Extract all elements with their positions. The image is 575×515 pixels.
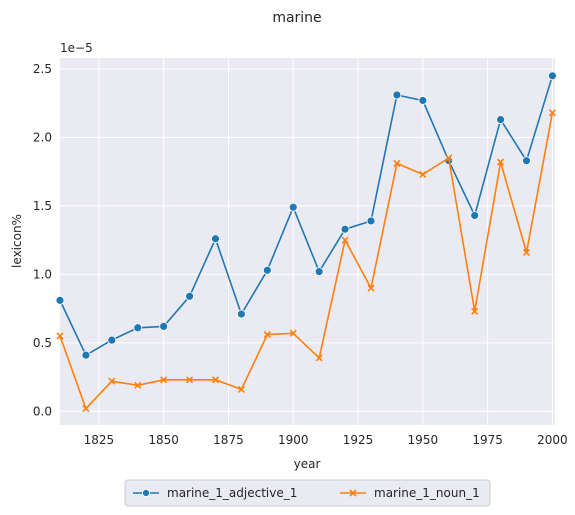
data-point	[548, 109, 556, 117]
data-point	[56, 332, 64, 340]
data-point	[211, 234, 220, 244]
x-axis-label: year	[294, 457, 321, 471]
data-point	[470, 211, 480, 220]
data-point	[367, 284, 375, 292]
data-point	[262, 265, 272, 275]
data-point	[340, 224, 350, 234]
data-point	[471, 307, 479, 315]
data-point	[81, 350, 91, 360]
data-point	[496, 115, 505, 125]
data-point	[185, 291, 194, 301]
data-point	[522, 156, 531, 166]
series-line	[59, 112, 554, 410]
x-tick-label: 1900	[278, 433, 309, 447]
data-point	[392, 90, 402, 100]
x-tick-label: 1975	[472, 433, 503, 447]
x-tick-label: 1825	[84, 433, 115, 447]
data-point	[133, 323, 143, 333]
x-tick-label: 1875	[213, 433, 244, 447]
data-point	[314, 267, 324, 277]
y-tick-label: 1.0	[33, 267, 52, 281]
data-point	[159, 322, 169, 331]
y-axis-label: lexicon%	[10, 214, 24, 268]
data-point	[160, 376, 168, 384]
data-point	[186, 376, 194, 384]
x-tick-label: 1950	[408, 433, 439, 447]
y-axis-offset-label: 1e−5	[60, 41, 93, 55]
data-point	[211, 376, 220, 384]
data-point	[418, 96, 428, 105]
data-point	[366, 216, 376, 226]
data-point	[237, 309, 246, 319]
data-point	[108, 377, 116, 385]
legend-label-noun: marine_1_noun_1	[374, 486, 480, 500]
legend-marker-noun	[349, 489, 357, 497]
data-point	[445, 154, 453, 162]
data-point	[263, 331, 271, 339]
data-point	[341, 236, 349, 244]
data-point	[289, 329, 297, 337]
x-tick-label: 1925	[343, 433, 374, 447]
data-point	[419, 170, 427, 178]
data-point	[315, 354, 323, 362]
legend-label-adjective: marine_1_adjective_1	[167, 486, 297, 500]
series-marine_1_noun_1	[56, 109, 556, 413]
y-axis-ticks: 0.0 0.5 1.0 1.5 2.0 2.5	[33, 62, 52, 418]
data-point	[548, 71, 557, 81]
legend-marker-adjective	[142, 489, 150, 497]
series-marine_1_adjective_1	[55, 71, 557, 360]
legend: marine_1_adjective_1 marine_1_noun_1	[124, 479, 491, 507]
data-point	[82, 405, 90, 413]
data-point	[522, 248, 531, 257]
data-point	[497, 158, 505, 166]
y-tick-label: 0.0	[33, 404, 52, 418]
x-tick-label: 1850	[148, 433, 179, 447]
data-point	[134, 381, 142, 389]
y-tick-label: 1.5	[33, 199, 52, 213]
data-point	[393, 159, 401, 168]
x-tick-label: 2000	[537, 433, 568, 447]
x-axis-ticks: 1825 1850 1875 1900 1925 1950 1975 2000	[84, 433, 568, 447]
y-tick-label: 2.0	[33, 130, 52, 144]
data-point	[55, 295, 65, 305]
series-layer	[55, 71, 557, 413]
data-point	[288, 202, 298, 212]
legend-box	[124, 479, 491, 507]
grid	[60, 58, 555, 425]
y-tick-label: 0.5	[33, 336, 52, 350]
chart-title: marine	[272, 10, 321, 26]
data-point	[237, 385, 245, 393]
data-point	[107, 335, 117, 345]
y-tick-label: 2.5	[33, 62, 52, 76]
